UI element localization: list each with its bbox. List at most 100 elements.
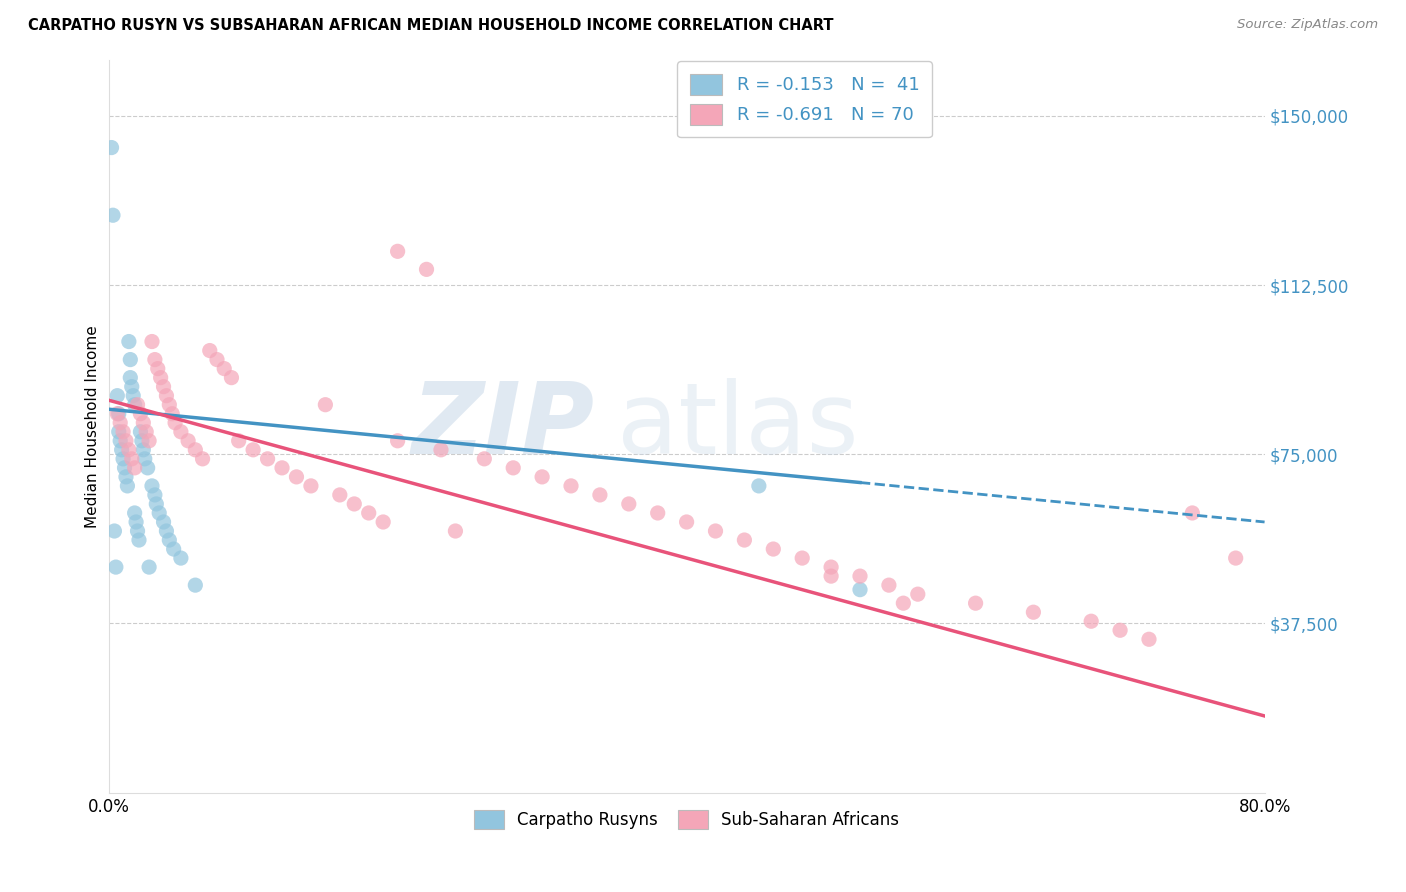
Point — [112, 425, 135, 439]
Point — [733, 533, 755, 547]
Point — [198, 343, 221, 358]
Point — [152, 379, 174, 393]
Point — [589, 488, 612, 502]
Point — [132, 442, 155, 457]
Point — [129, 407, 152, 421]
Point — [849, 582, 872, 597]
Point — [115, 470, 138, 484]
Point — [118, 442, 141, 457]
Point — [387, 244, 409, 259]
Point — [820, 569, 842, 583]
Point — [143, 488, 166, 502]
Point — [647, 506, 669, 520]
Point — [135, 425, 157, 439]
Point — [170, 425, 193, 439]
Point — [256, 451, 278, 466]
Point — [146, 361, 169, 376]
Point — [472, 451, 495, 466]
Point — [100, 140, 122, 154]
Point — [111, 442, 134, 457]
Point — [357, 506, 380, 520]
Point — [444, 524, 467, 538]
Legend: Carpatho Rusyns, Sub-Saharan Africans: Carpatho Rusyns, Sub-Saharan Africans — [467, 803, 905, 836]
Point — [148, 506, 170, 520]
Point — [121, 451, 143, 466]
Point — [103, 524, 125, 538]
Point — [373, 515, 395, 529]
Point — [120, 370, 142, 384]
Point — [170, 551, 193, 566]
Point — [115, 434, 138, 448]
Text: CARPATHO RUSYN VS SUBSAHARAN AFRICAN MEDIAN HOUSEHOLD INCOME CORRELATION CHART: CARPATHO RUSYN VS SUBSAHARAN AFRICAN MED… — [28, 18, 834, 33]
Point — [157, 398, 180, 412]
Point — [329, 488, 352, 502]
Point — [820, 560, 842, 574]
Text: atlas: atlas — [617, 377, 859, 475]
Point — [877, 578, 900, 592]
Point — [502, 461, 524, 475]
Point — [228, 434, 250, 448]
Point — [163, 542, 186, 557]
Point — [212, 361, 235, 376]
Point — [120, 352, 142, 367]
Point — [1225, 551, 1247, 566]
Point — [107, 407, 129, 421]
Point — [141, 479, 163, 493]
Point — [160, 407, 183, 421]
Point — [907, 587, 929, 601]
Point — [184, 578, 207, 592]
Point — [152, 515, 174, 529]
Point — [149, 370, 172, 384]
Point — [242, 442, 264, 457]
Point — [617, 497, 640, 511]
Point — [112, 451, 135, 466]
Point — [136, 461, 159, 475]
Point — [1137, 632, 1160, 647]
Point — [849, 569, 872, 583]
Point — [792, 551, 814, 566]
Point — [531, 470, 554, 484]
Point — [117, 479, 139, 493]
Point — [165, 416, 187, 430]
Point — [285, 470, 308, 484]
Point — [299, 479, 322, 493]
Point — [124, 398, 146, 412]
Point — [125, 515, 148, 529]
Point — [122, 389, 145, 403]
Text: Source: ZipAtlas.com: Source: ZipAtlas.com — [1237, 18, 1378, 31]
Point — [145, 497, 167, 511]
Point — [965, 596, 987, 610]
Point — [205, 352, 228, 367]
Point — [314, 398, 336, 412]
Point — [118, 334, 141, 349]
Point — [134, 451, 156, 466]
Point — [101, 208, 124, 222]
Point — [157, 533, 180, 547]
Point — [1181, 506, 1204, 520]
Point — [1022, 605, 1045, 619]
Point — [114, 461, 136, 475]
Point — [184, 442, 207, 457]
Point — [124, 461, 146, 475]
Y-axis label: Median Household Income: Median Household Income — [86, 325, 100, 527]
Point — [143, 352, 166, 367]
Point — [387, 434, 409, 448]
Point — [104, 560, 127, 574]
Point — [108, 416, 131, 430]
Point — [675, 515, 697, 529]
Point — [560, 479, 582, 493]
Point — [105, 389, 128, 403]
Point — [128, 533, 150, 547]
Point — [138, 560, 160, 574]
Point — [1109, 624, 1132, 638]
Point — [155, 524, 177, 538]
Point — [271, 461, 294, 475]
Point — [221, 370, 243, 384]
Point — [343, 497, 366, 511]
Point — [891, 596, 914, 610]
Point — [762, 542, 785, 557]
Point — [704, 524, 727, 538]
Point — [748, 479, 770, 493]
Point — [141, 334, 163, 349]
Point — [430, 442, 453, 457]
